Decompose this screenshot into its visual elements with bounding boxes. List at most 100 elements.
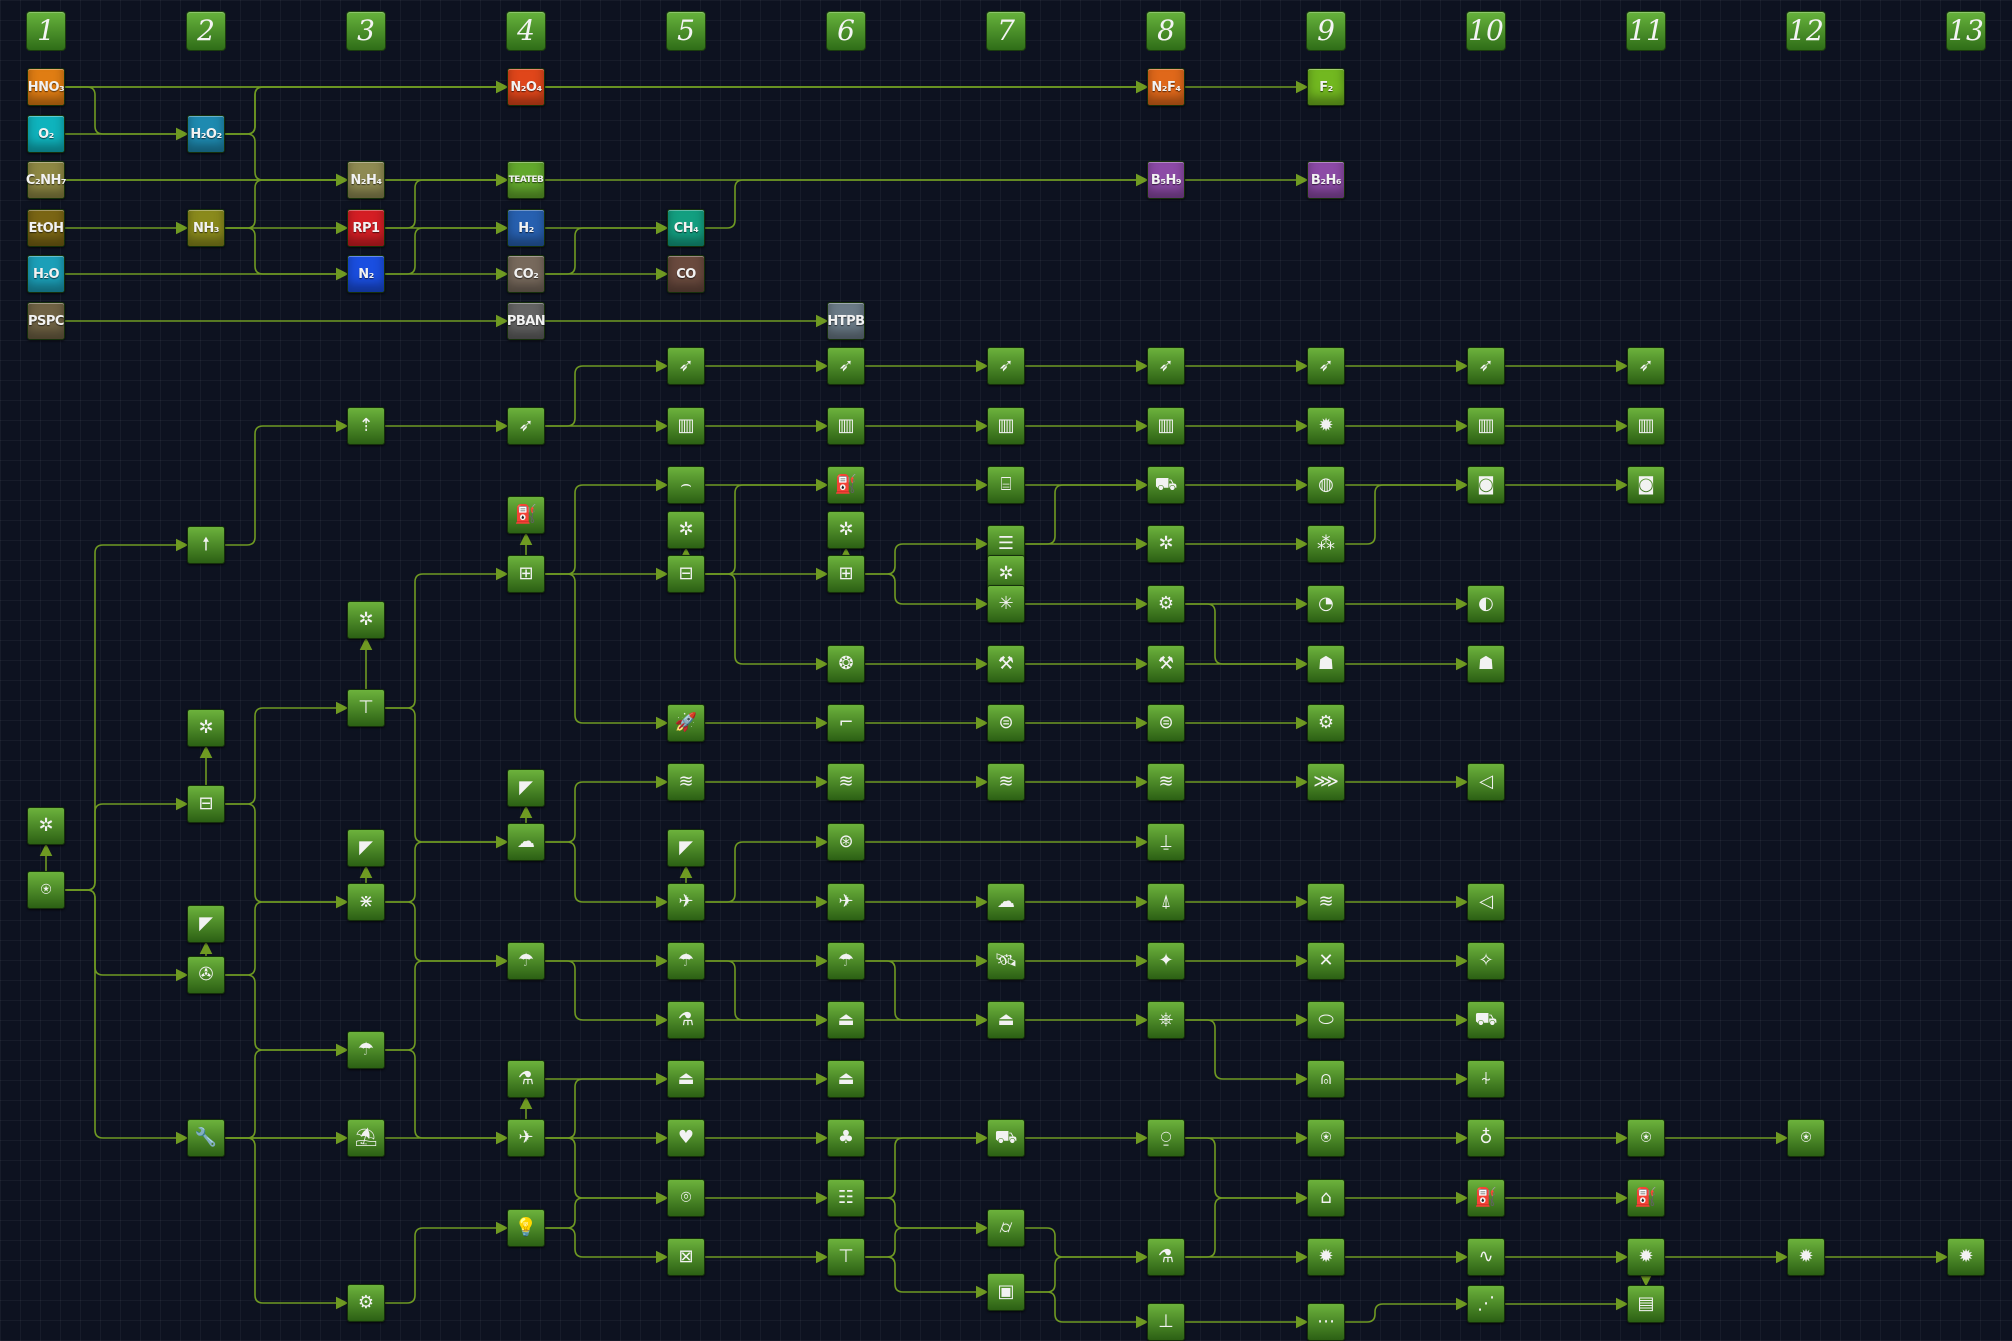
tech-node-t9_cluster[interactable]: ⁂ [1307,525,1345,563]
resource-node-o2[interactable]: O₂ [27,115,65,153]
tech-node-t8_wind[interactable]: ≋ [1147,763,1185,801]
tech-node-t4_dish[interactable]: ◤ [507,769,545,807]
tech-node-t3_parachute[interactable]: ⛱ [347,1119,385,1157]
tech-node-t8_flask[interactable]: ⚗ [1147,1238,1185,1276]
tech-node-t9_cross[interactable]: ✕ [1307,942,1345,980]
tech-node-t10_truck[interactable]: ⛟ [1467,1001,1505,1039]
resource-node-rp1[interactable]: RP1 [347,209,385,247]
tech-node-t8_missile[interactable]: ➶ [1147,347,1185,385]
resource-node-etoh[interactable]: EtOH [27,209,65,247]
tech-node-t12_burst[interactable]: ✹ [1787,1238,1825,1276]
tech-node-t9_gears[interactable]: ⚙ [1307,704,1345,742]
tech-node-t1_start[interactable]: ⍟ [27,871,65,909]
tech-node-t10_ufo[interactable]: ⍭ [1467,1060,1505,1098]
tech-node-t9_burst[interactable]: ✹ [1307,407,1345,445]
tech-node-t6_sprout[interactable]: ♣ [827,1119,865,1157]
tech-node-t2_rocket[interactable]: 🠕 [187,526,225,564]
tech-node-t9_burst2[interactable]: ✹ [1307,1238,1345,1276]
tech-node-t9_missile[interactable]: ➶ [1307,347,1345,385]
tech-node-t1_net[interactable]: ✲ [27,807,65,845]
tech-node-t4_flask[interactable]: ⚗ [507,1060,545,1098]
tech-node-t5_plane[interactable]: ✈ [667,883,705,921]
resource-node-htpb[interactable]: HTPB [827,302,865,340]
tech-node-t2_fan[interactable]: ✇ [187,956,225,994]
tech-node-t4_fuel[interactable]: ⛽ [507,496,545,534]
tech-node-t7_capsule[interactable]: ⏏ [987,1001,1025,1039]
tech-node-t2_flow[interactable]: ⊟ [187,785,225,823]
tech-node-t5_chute[interactable]: ☂ [667,942,705,980]
tech-node-t11_tower[interactable]: ▥ [1627,407,1665,445]
tech-node-t10_missile[interactable]: ➶ [1467,347,1505,385]
tech-node-t10_robot[interactable]: ☗ [1467,645,1505,683]
tech-node-t11_beacon[interactable]: ⍟ [1627,1119,1665,1157]
tech-node-t10_horn[interactable]: ◁ [1467,763,1505,801]
resource-node-n2o4[interactable]: N₂O₄ [507,68,545,106]
tech-node-t6_ladder[interactable]: ☷ [827,1179,865,1217]
tech-node-t7_telescope[interactable]: ⌭ [987,1209,1025,1247]
tech-node-t11_fuel[interactable]: ⛽ [1627,1179,1665,1217]
tech-node-t10_bottom[interactable]: ⋰ [1467,1285,1505,1323]
tech-node-t7_wind[interactable]: ≋ [987,763,1025,801]
resource-node-ch4[interactable]: CH₄ [667,209,705,247]
tech-node-t8_gears[interactable]: ⚙ [1147,585,1185,623]
tech-node-t5_rocket[interactable]: 🚀 [667,704,705,742]
resource-node-co[interactable]: CO [667,255,705,293]
tech-node-t4_stack[interactable]: ⊞ [507,555,545,593]
tech-node-t8_net[interactable]: ✲ [1147,525,1185,563]
resource-node-n2[interactable]: N₂ [347,255,385,293]
tech-node-t7_arm[interactable]: ⚒ [987,645,1025,683]
tech-node-t10_cone[interactable]: ◁ [1467,883,1505,921]
tech-node-t3_chute[interactable]: ☂ [347,1031,385,1069]
tech-node-t4_lander[interactable]: ✈ [507,1119,545,1157]
tech-node-t6_orb[interactable]: ❂ [827,645,865,683]
resource-node-pban[interactable]: PBAN [507,302,546,340]
tech-node-t12_beacon[interactable]: ⍟ [1787,1119,1825,1157]
tech-node-t9_bottom[interactable]: ⋯ [1307,1303,1345,1341]
tech-node-t10_signal[interactable]: ∿ [1467,1238,1505,1276]
tech-node-t4_missile[interactable]: ➶ [507,407,545,445]
tech-node-t8_tower[interactable]: ▥ [1147,407,1185,445]
tech-node-t7_truck[interactable]: ⛟ [987,1119,1025,1157]
tech-node-t4_chute[interactable]: ☂ [507,942,545,980]
resource-node-b5h9[interactable]: B₅H₉ [1147,161,1185,199]
resource-node-pspc[interactable]: PSPC [27,302,65,340]
tech-node-t13_burst[interactable]: ✹ [1947,1238,1985,1276]
tech-node-t8_shuttle[interactable]: ⍋ [1147,883,1185,921]
tech-node-t2_dish[interactable]: ◤ [187,905,225,943]
tech-node-t8_probe[interactable]: ⍜ [1147,1119,1185,1157]
tech-node-t9_wing[interactable]: ⋙ [1307,763,1345,801]
tech-node-t5_wind[interactable]: ≋ [667,763,705,801]
tech-node-t7_engine[interactable]: ⊜ [987,704,1025,742]
tech-node-t7_chip[interactable]: ▣ [987,1273,1025,1311]
tech-node-t10_camera[interactable]: ◙ [1467,466,1505,504]
tech-node-t10_planet[interactable]: ♁ [1467,1119,1505,1157]
resource-node-teateb[interactable]: TEATEB [507,161,545,199]
tech-node-t9_beacon[interactable]: ⍟ [1307,1119,1345,1157]
tech-node-t7_tower[interactable]: ▥ [987,407,1025,445]
tech-node-t9_robot[interactable]: ☗ [1307,645,1345,683]
tech-node-t6_tower[interactable]: ▥ [827,407,865,445]
tech-node-t5_flask[interactable]: ⚗ [667,1001,705,1039]
resource-node-b2h6[interactable]: B₂H₆ [1307,161,1345,199]
tech-node-t7_satellite[interactable]: 🛰 [987,942,1025,980]
resource-node-cnh[interactable]: C₂NH₇ [26,161,67,199]
tech-node-t6_flow[interactable]: ⊞ [827,555,865,593]
tech-node-t6_chute[interactable]: ☂ [827,942,865,980]
tech-node-t6_gun[interactable]: ⌐ [827,704,865,742]
tech-node-t3_caliper[interactable]: ⊤ [347,689,385,727]
resource-node-co2[interactable]: CO₂ [507,255,545,293]
tech-node-t6_plane[interactable]: ✈ [827,883,865,921]
tech-node-t7_tank[interactable]: ⌸ [987,466,1025,504]
tech-node-t3_gear[interactable]: ⚙ [347,1284,385,1322]
tech-node-t5_missile[interactable]: ➶ [667,347,705,385]
tech-node-t9_wind[interactable]: ≋ [1307,883,1345,921]
tech-node-t8_bottom[interactable]: ⊥ [1147,1303,1185,1341]
tech-node-t10_fuel[interactable]: ⛽ [1467,1179,1505,1217]
tech-node-t4_cloud[interactable]: ☁ [507,823,545,861]
tech-node-t2_wrench[interactable]: 🔧 [187,1119,225,1157]
tech-node-t8_wheel[interactable]: ⎈ [1147,1001,1185,1039]
tech-node-t10_cross[interactable]: ✧ [1467,942,1505,980]
tech-node-t3_dish[interactable]: ◤ [347,829,385,867]
resource-node-nh3[interactable]: NH₃ [187,209,225,247]
tech-node-t9_pod[interactable]: ⬭ [1307,1001,1345,1039]
